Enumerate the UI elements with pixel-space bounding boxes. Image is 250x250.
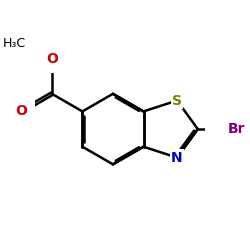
Text: N: N (171, 150, 183, 164)
Text: O: O (15, 104, 27, 118)
Text: S: S (172, 94, 182, 108)
Text: O: O (46, 52, 58, 66)
Text: H₃C: H₃C (3, 37, 26, 50)
Text: Br: Br (228, 122, 245, 136)
